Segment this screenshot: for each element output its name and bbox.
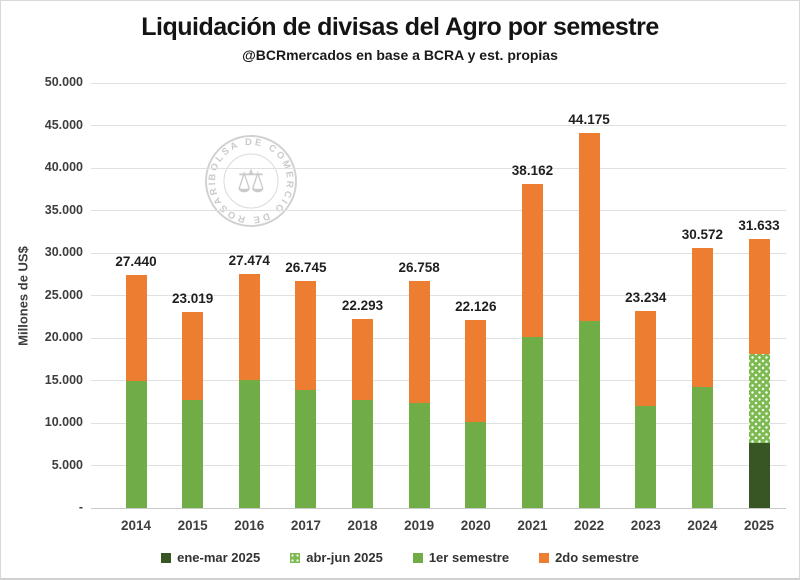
- x-tick-label: 2025: [743, 518, 775, 533]
- bar-segment-2014-1er-semestre: [125, 381, 147, 508]
- x-tick-label: 2023: [630, 518, 661, 533]
- gridline: [91, 82, 786, 84]
- x-tick-label: 2018: [347, 518, 378, 533]
- bar-segment-2024-1er-semestre: [691, 387, 713, 508]
- x-tick-label: 2021: [517, 518, 548, 533]
- gridline: [91, 337, 786, 339]
- gridline: [91, 422, 786, 424]
- legend-swatch: [539, 552, 550, 563]
- gridline: [91, 295, 786, 296]
- bar-total-label: 23.019: [171, 291, 214, 307]
- legend-item-2do-semestre: 2do semestre: [539, 550, 639, 565]
- y-tick-label: 40.000: [44, 160, 83, 174]
- bar-segment-2023-2do-semestre: [635, 310, 657, 406]
- bar-total-label: 30.572: [681, 227, 723, 243]
- legend-label: 2do semestre: [555, 550, 639, 565]
- bar-total-label: 23.234: [625, 289, 667, 305]
- legend-label: 1er semestre: [428, 550, 510, 565]
- bar-total-label: 27.440: [115, 253, 157, 269]
- x-tick-label: 2015: [177, 518, 208, 533]
- chart-subtitle: @BCRmercados en base a BCRA y est. propi…: [242, 47, 558, 63]
- bar-total-label: 26.758: [398, 259, 440, 275]
- x-tick-label: 2022: [574, 518, 605, 533]
- legend-swatch: [412, 552, 423, 563]
- gridline: [91, 252, 786, 254]
- y-tick-label: 50.000: [44, 75, 83, 89]
- legend-label: ene-mar 2025: [177, 550, 261, 565]
- y-tick-label: 45.000: [44, 117, 83, 132]
- bar-total-label: 31.633: [738, 218, 780, 234]
- legend-item-1er-semestre: 1er semestre: [412, 550, 510, 565]
- chart-title: Liquidación de divisas del Agro por seme…: [141, 13, 659, 41]
- bar-total-label: 26.745: [285, 259, 327, 275]
- y-tick-label: 35.000: [44, 202, 83, 217]
- watermark-logo: BOLSA DE COMERCIO DE ROSARIO ⚖: [191, 118, 306, 241]
- bar-segment-2020-1er-semestre: [465, 422, 487, 508]
- x-tick-label: 2019: [404, 518, 435, 533]
- y-tick-label: 10.000: [44, 415, 83, 429]
- x-tick-label: 2020: [460, 518, 491, 533]
- bar-segment-2019-2do-semestre: [408, 280, 430, 403]
- bar-segment-2017-1er-semestre: [295, 390, 317, 508]
- x-tick-label: 2024: [687, 518, 718, 533]
- bar-segment-2018-1er-semestre: [352, 399, 374, 508]
- scales-icon: ⚖: [237, 163, 266, 199]
- bar-total-label: 22.293: [341, 297, 384, 313]
- legend-label: abr-jun 2025: [306, 550, 383, 565]
- bar-segment-2020-2do-semestre: [465, 319, 487, 423]
- bar-total-label: 27.474: [228, 253, 270, 269]
- bar-segment-2024-2do-semestre: [691, 248, 713, 388]
- bar-segment-2021-2do-semestre: [521, 183, 543, 338]
- bar-segment-2022-1er-semestre: [578, 320, 600, 508]
- bar-segment-2025-ene-mar-2025: [748, 443, 770, 508]
- gridline: [91, 507, 786, 509]
- bar-segment-2018-2do-semestre: [352, 318, 374, 400]
- bcr-logo: BOLSA DE COMERCIO DE ROSARIO ⚖: [191, 118, 297, 227]
- y-tick-label: 15.000: [44, 372, 83, 387]
- bar-segment-2016-1er-semestre: [238, 379, 260, 508]
- gridline: [91, 210, 786, 211]
- bar-segment-2014-2do-semestre: [125, 274, 147, 382]
- bar-segment-2016-2do-semestre: [238, 274, 260, 380]
- legend-swatch: [161, 552, 172, 563]
- legend-item-abr-jun-2025: abr-jun 2025: [290, 550, 383, 565]
- gridline: [91, 167, 786, 169]
- x-tick-label: 2017: [290, 518, 321, 533]
- y-tick-label: -: [78, 500, 83, 514]
- bar-segment-2015-2do-semestre: [182, 312, 204, 401]
- bar-total-label: 22.126: [455, 298, 497, 314]
- bar-segment-2025-2do-semestre: [748, 239, 770, 355]
- y-tick-label: 20.000: [44, 330, 83, 344]
- legend-item-ene-mar-2025: ene-mar 2025: [161, 550, 260, 565]
- gridline: [91, 125, 786, 126]
- x-tick-label: 2016: [234, 518, 265, 533]
- x-tick-label: 2014: [120, 518, 152, 533]
- y-tick-label: 5.000: [51, 457, 83, 472]
- bar-segment-2025-abr-jun-2025: [748, 354, 770, 444]
- bar-segment-2015-1er-semestre: [182, 400, 204, 508]
- bar-segment-2022-2do-semestre: [578, 132, 600, 321]
- legend-swatch: [290, 552, 301, 563]
- bar-segment-2023-1er-semestre: [635, 406, 657, 508]
- bar-segment-2017-2do-semestre: [295, 280, 317, 391]
- gridline: [91, 380, 786, 381]
- bar-total-label: 38.162: [511, 162, 554, 178]
- y-tick-label: 30.000: [44, 245, 83, 259]
- legend: ene-mar 2025 abr-jun 2025 1er semestre 2do …: [1, 550, 799, 565]
- bar-total-label: 44.175: [568, 111, 610, 127]
- bar-segment-2019-1er-semestre: [408, 403, 430, 508]
- y-tick-label: 25.000: [44, 287, 83, 302]
- gridline: [91, 465, 786, 466]
- bar-segment-2021-1er-semestre: [521, 337, 543, 508]
